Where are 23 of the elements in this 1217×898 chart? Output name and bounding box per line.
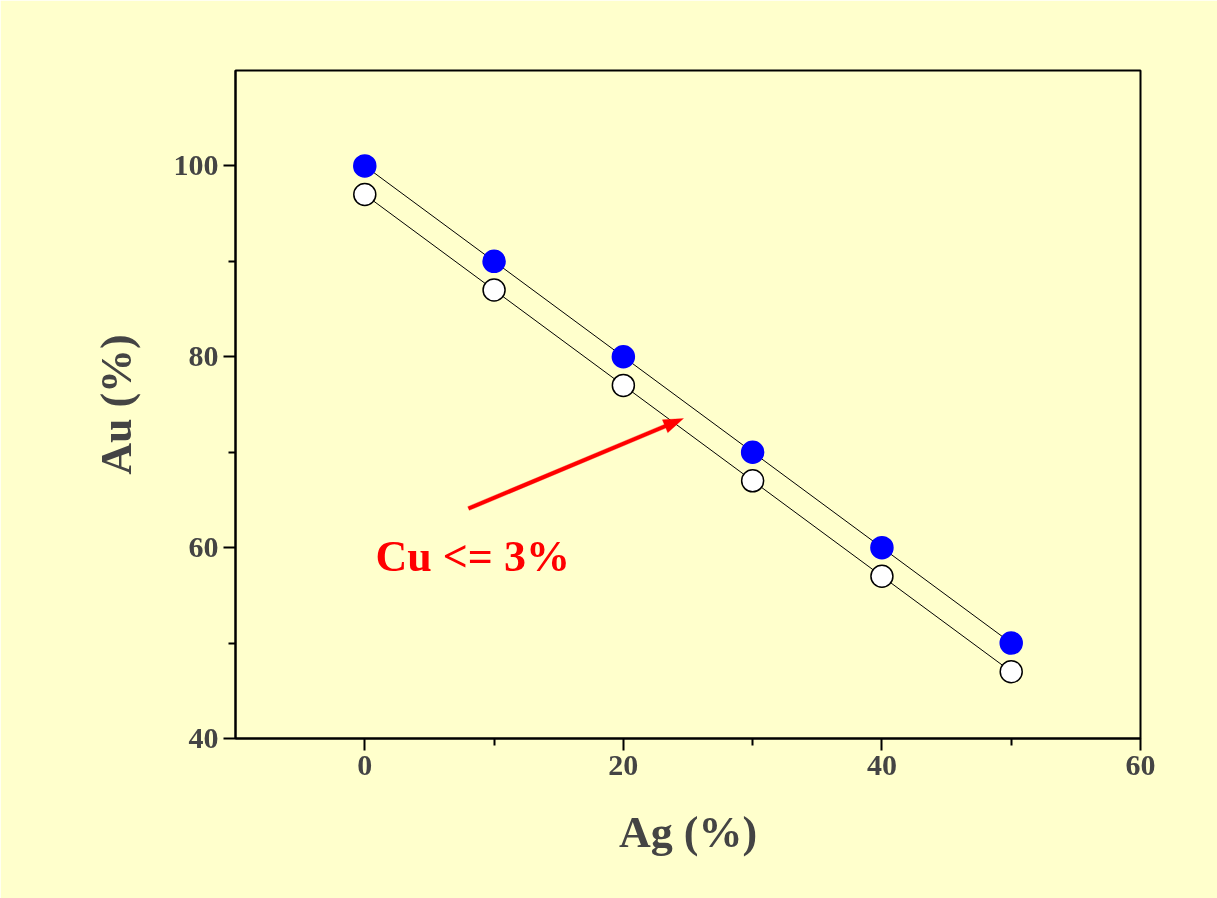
x-axis-title: Ag (%) bbox=[618, 807, 758, 857]
point bbox=[611, 345, 636, 369]
point bbox=[353, 182, 377, 207]
x-tick-label: 0 bbox=[357, 747, 373, 781]
point bbox=[740, 469, 765, 493]
x-tick-label: 20 bbox=[608, 747, 639, 781]
point bbox=[482, 249, 506, 274]
point bbox=[740, 440, 765, 464]
x-tick-label: 60 bbox=[1125, 747, 1156, 781]
y-tick-label: 100 bbox=[173, 148, 219, 182]
point bbox=[999, 631, 1023, 655]
y-tick-label: 40 bbox=[188, 721, 219, 754]
point bbox=[870, 564, 894, 588]
y-axis-title: Au (%) bbox=[91, 334, 141, 475]
point bbox=[870, 535, 894, 560]
annotation: Cu <= 3% bbox=[375, 531, 570, 581]
y-tick-label: 80 bbox=[188, 339, 219, 373]
point bbox=[353, 154, 377, 178]
x-tick-label: 40 bbox=[866, 747, 897, 781]
point bbox=[611, 373, 636, 398]
point bbox=[999, 659, 1023, 684]
point bbox=[482, 278, 506, 302]
y-tick-label: 60 bbox=[188, 530, 219, 564]
